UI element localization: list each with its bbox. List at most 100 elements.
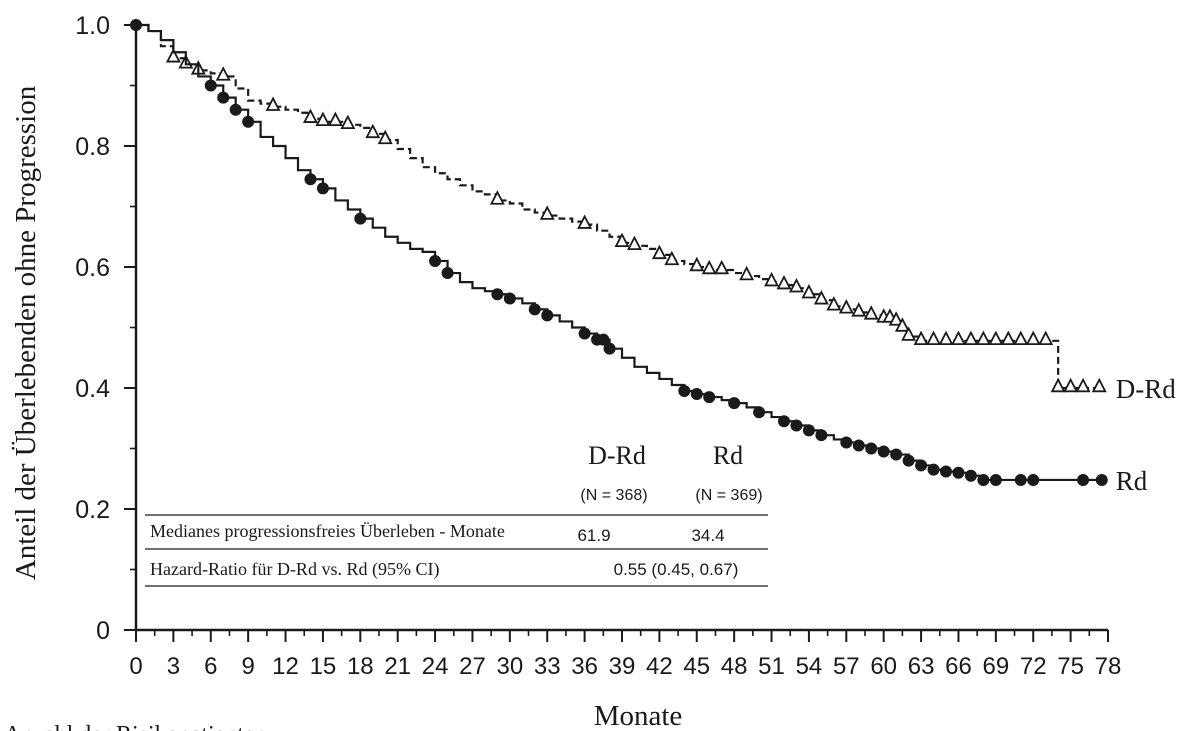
summary-table: D-Rd Rd (N = 368) (N = 369) Medianes pro… <box>145 441 768 587</box>
x-tick-label: 69 <box>982 653 1009 680</box>
censor-mark-triangle <box>1091 377 1107 393</box>
censor-mark-circle <box>217 91 230 104</box>
censor-mark-circle <box>840 436 853 449</box>
censor-mark-triangle <box>315 111 331 126</box>
summary-row2-value: 0.55 (0.45, 0.67) <box>614 560 739 579</box>
x-tick-label: 66 <box>945 653 972 680</box>
censor-mark-circle <box>1095 473 1108 486</box>
censor-mark-circle <box>441 267 454 280</box>
censor-mark-triangle <box>913 330 929 346</box>
censor-mark-circle <box>541 309 554 322</box>
censor-mark-circle <box>778 415 790 428</box>
series-line-d-rd <box>136 23 1102 390</box>
summary-header-rd: Rd <box>713 441 743 470</box>
censor-mark-triangle <box>776 274 792 290</box>
censor-mark-triangle <box>340 114 356 130</box>
censor-mark-triangle <box>1025 330 1041 346</box>
x-tick-label: 18 <box>347 653 374 680</box>
x-tick-label: 72 <box>1020 653 1047 680</box>
censor-mark-triangle <box>365 123 381 139</box>
censor-mark-triangle <box>888 311 904 326</box>
censor-mark-circle <box>890 448 903 461</box>
x-tick-label: 75 <box>1057 653 1084 680</box>
censor-mark-triangle <box>901 326 917 341</box>
x-tick-label: 54 <box>796 653 823 680</box>
censor-mark-triangle <box>626 235 642 251</box>
censor-mark-circle <box>927 463 940 476</box>
censor-mark-circle <box>815 429 828 442</box>
censor-mark-circle <box>503 292 516 305</box>
censor-mark-triangle <box>689 256 705 272</box>
x-tick-label: 57 <box>833 653 860 680</box>
summary-row1-drd: 61.9 <box>577 526 610 545</box>
censor-mark-circle <box>753 406 766 419</box>
censor-mark-circle <box>703 391 716 404</box>
censor-mark-triangle <box>1063 377 1079 393</box>
y-tick-label: 0 <box>96 617 110 645</box>
series-d-rd: D-Rd <box>136 23 1176 404</box>
series-end-label-rd: Rd <box>1116 466 1148 496</box>
series-line-rd <box>136 23 1102 482</box>
censor-mark-triangle <box>614 232 630 248</box>
censor-mark-triangle <box>577 214 593 229</box>
censor-mark-triangle <box>215 66 231 81</box>
censor-mark-circle <box>790 419 803 432</box>
y-tick-label: 0.2 <box>75 496 110 524</box>
censor-mark-triangle <box>1000 330 1016 346</box>
censor-mark-circle <box>728 397 741 410</box>
series-end-label-d-rd: D-Rd <box>1116 374 1176 404</box>
censor-mark-triangle <box>302 108 318 123</box>
censor-mark-circle <box>491 288 504 301</box>
censor-mark-triangle <box>1038 330 1054 346</box>
series-rd: Rd <box>136 23 1148 496</box>
censor-mark-triangle <box>1075 377 1091 393</box>
censor-mark-circle <box>902 454 915 467</box>
censor-mark-circle <box>304 173 317 186</box>
censor-mark-triangle <box>739 265 755 281</box>
censor-mark-circle <box>1027 473 1040 486</box>
censor-mark-circle <box>915 459 928 472</box>
x-tick-label: 60 <box>870 653 897 680</box>
censor-mark-triangle <box>265 96 281 111</box>
censor-mark-circle <box>852 439 865 452</box>
censor-mark-circle <box>597 333 610 346</box>
censor-mark-triangle <box>651 244 667 260</box>
y-tick-label: 0.4 <box>75 375 110 403</box>
censor-mark-circle <box>1077 473 1090 486</box>
x-tick-label: 42 <box>646 653 673 680</box>
summary-row2-label: Hazard-Ratio für D-Rd vs. Rd (95% CI) <box>150 559 439 580</box>
x-tick-label: 30 <box>496 653 523 680</box>
x-tick-label: 24 <box>422 653 449 680</box>
censor-mark-circle <box>989 473 1002 486</box>
x-axis-label: Monate <box>594 700 683 731</box>
censor-mark-circle <box>1014 473 1027 486</box>
censor-mark-triangle <box>1013 330 1029 346</box>
censor-mark-triangle <box>764 271 780 287</box>
x-tick-label: 39 <box>609 653 636 680</box>
censor-mark-triangle <box>975 330 991 346</box>
censor-mark-circle <box>316 182 329 195</box>
summary-n-rd: (N = 369) <box>695 487 762 504</box>
censor-mark-triangle <box>826 296 842 311</box>
censor-mark-triangle <box>788 277 804 293</box>
censor-mark-circle <box>952 466 965 479</box>
x-tick-label: 78 <box>1095 653 1122 680</box>
censor-mark-triangle <box>950 330 966 346</box>
x-tick-label: 33 <box>534 653 561 680</box>
censor-mark-triangle <box>701 259 717 275</box>
x-tick-label: 3 <box>167 653 180 680</box>
censor-mark-circle <box>865 442 878 455</box>
series-layer: D-Rd Rd <box>130 19 1176 496</box>
y-tick-label: 0.6 <box>75 254 110 282</box>
censor-mark-triangle <box>963 330 979 346</box>
x-tick-label: 48 <box>721 653 748 680</box>
censor-mark-circle <box>690 388 703 401</box>
censor-mark-circle <box>204 79 217 92</box>
y-tick-label: 0.8 <box>75 133 110 161</box>
censor-mark-circle <box>429 254 442 267</box>
x-tick-label: 63 <box>908 653 935 680</box>
censor-mark-triangle <box>938 330 954 346</box>
censor-mark-triangle <box>539 205 555 220</box>
censor-mark-circle <box>603 342 616 355</box>
x-tick-label: 21 <box>384 653 411 680</box>
